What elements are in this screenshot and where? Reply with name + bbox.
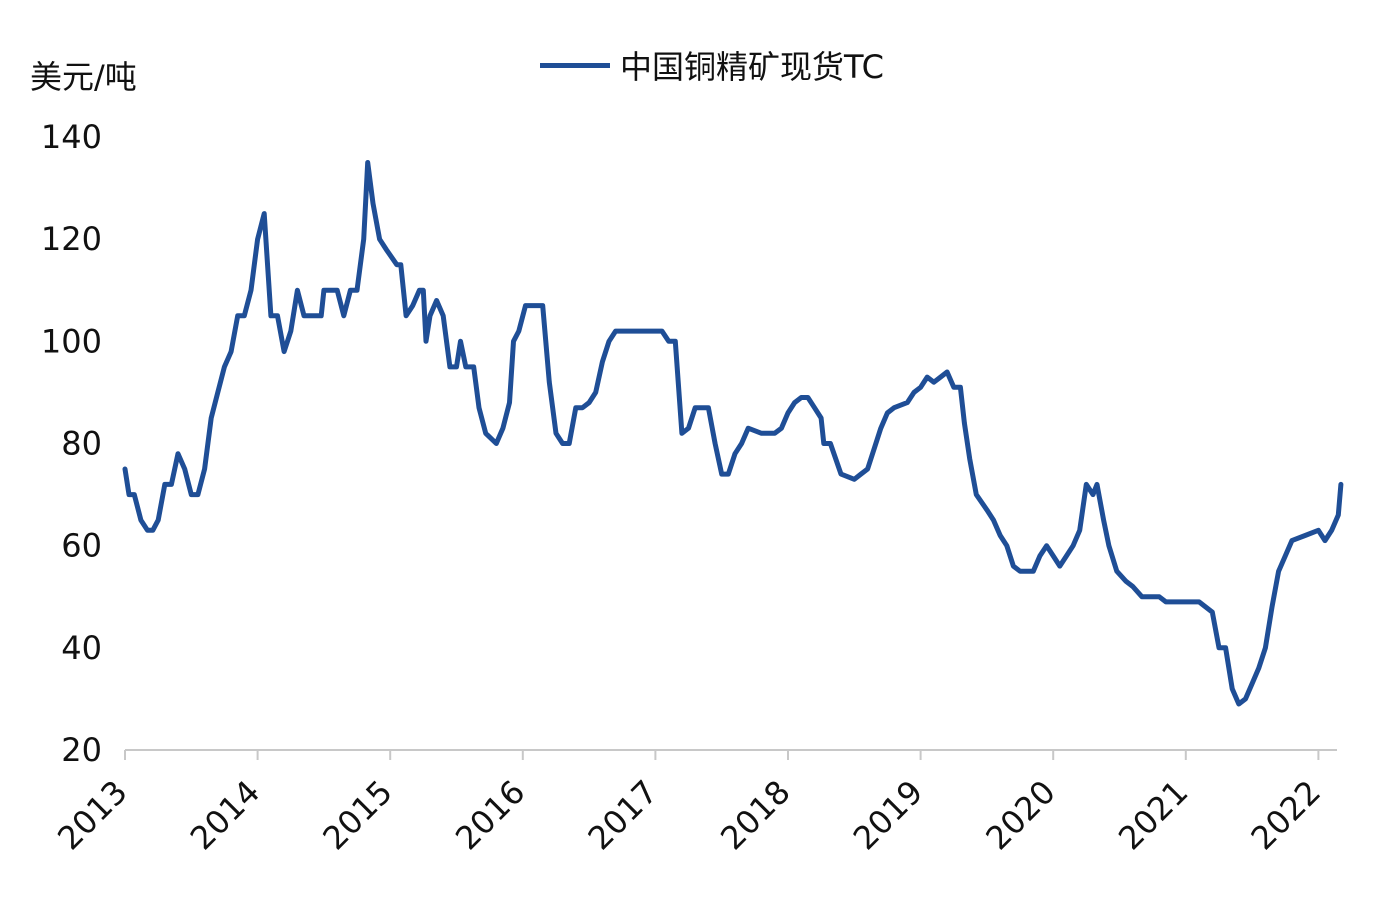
y-tick-label: 100 xyxy=(41,322,102,360)
y-axis-unit-label: 美元/吨 xyxy=(30,58,137,96)
x-axis-ticks: 2013 2014 2015 2016 2017 2018 2019 2020 2021 2022 xyxy=(50,750,1328,857)
x-tick-label: 2015 xyxy=(315,773,399,857)
series-line xyxy=(122,160,1344,707)
x-tick-label: 2014 xyxy=(183,773,267,857)
y-axis-ticks: 20 40 60 80 100 120 140 xyxy=(41,118,102,769)
x-tick-label: 2018 xyxy=(713,773,797,857)
y-tick-label: 140 xyxy=(41,118,102,156)
series-group xyxy=(122,160,1344,707)
y-tick-label: 120 xyxy=(41,220,102,258)
x-tick-label: 2017 xyxy=(581,773,665,857)
x-tick-label: 2021 xyxy=(1111,773,1195,857)
y-tick-label: 40 xyxy=(61,629,102,667)
y-tick-label: 80 xyxy=(61,425,102,463)
legend-swatch xyxy=(540,62,610,68)
x-tick-label: 2022 xyxy=(1244,773,1328,857)
y-tick-label: 60 xyxy=(61,527,102,565)
legend: 中国铜精矿现货TC xyxy=(540,42,884,88)
y-tick-label: 20 xyxy=(61,731,102,769)
legend-label: 中国铜精矿现货TC xyxy=(620,48,885,86)
x-tick-label: 2016 xyxy=(448,773,532,857)
x-tick-label: 2013 xyxy=(50,773,134,857)
x-tick-label: 2019 xyxy=(846,773,930,857)
x-tick-label: 2020 xyxy=(978,773,1062,857)
